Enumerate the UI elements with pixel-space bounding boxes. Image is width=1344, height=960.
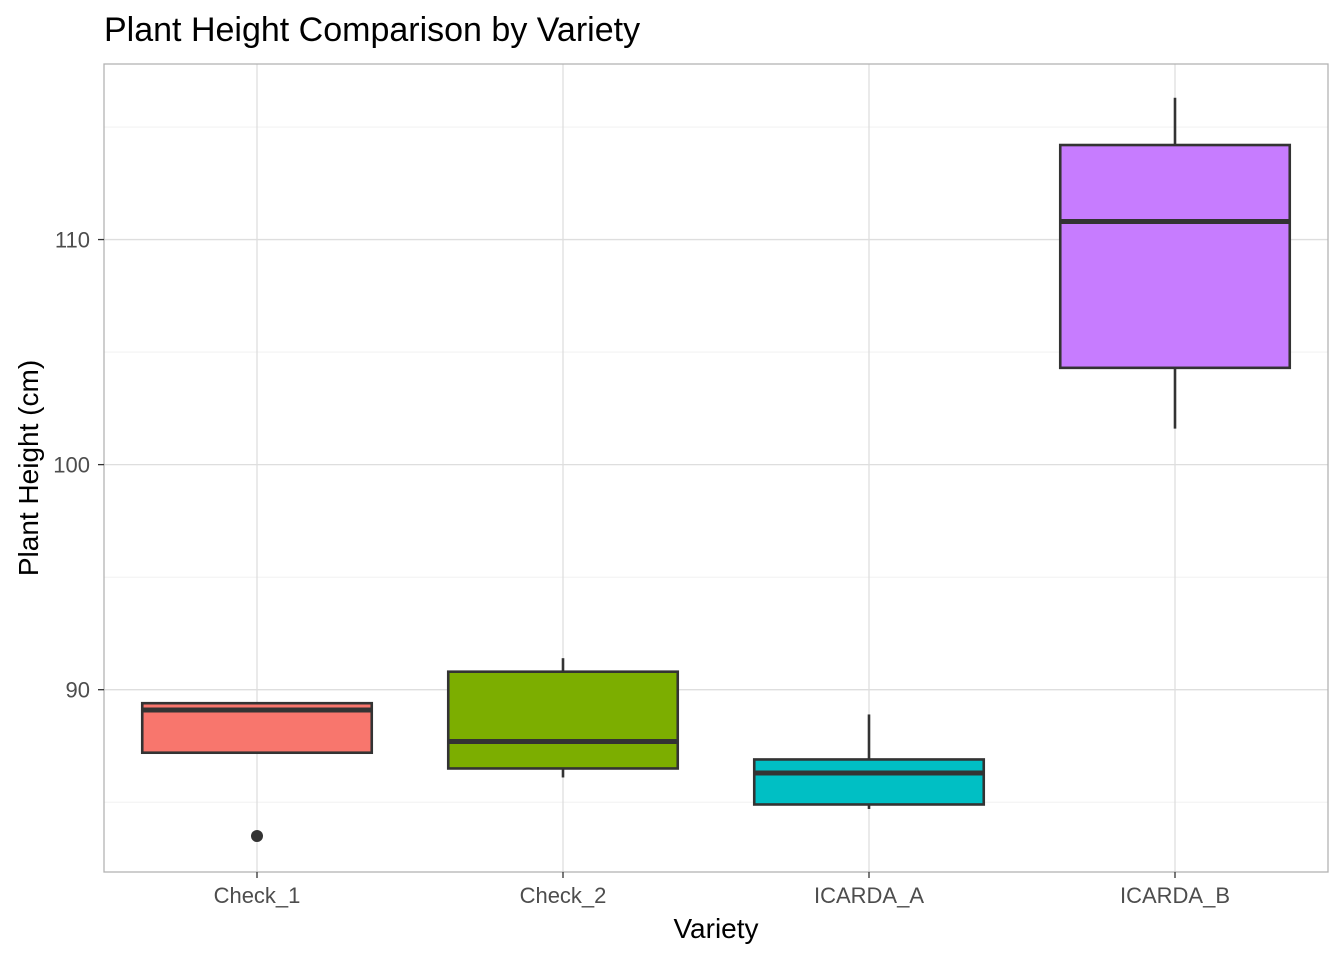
box-icarda-b [1058, 97, 1292, 429]
box-body [446, 670, 680, 770]
outlier-point [251, 829, 263, 842]
panel-border [103, 63, 1329, 873]
x-axis-ticks: Check_1 Check_2 ICARDA_A ICARDA_B [214, 872, 1230, 908]
y-tick-label: 110 [55, 228, 90, 253]
x-tick-label: ICARDA_B [1120, 883, 1230, 908]
box-body [1058, 143, 1292, 370]
x-tick-label: Check_1 [214, 883, 301, 908]
box-icarda-a [752, 714, 986, 809]
chart-title: Plant Height Comparison by Variety [104, 11, 640, 49]
box-check-1 [140, 701, 374, 842]
y-axis-ticks: 90 100 110 [53, 228, 104, 703]
box-body [752, 758, 986, 806]
x-tick-label: Check_2 [520, 883, 607, 908]
y-axis-title: Plant Height (cm) [13, 360, 44, 576]
x-axis-title: Variety [673, 913, 758, 944]
box-check-2 [446, 658, 680, 778]
y-tick-label: 90 [66, 678, 90, 703]
y-tick-label: 100 [53, 453, 90, 478]
x-tick-label: ICARDA_A [814, 883, 924, 908]
box-group [140, 97, 1292, 842]
